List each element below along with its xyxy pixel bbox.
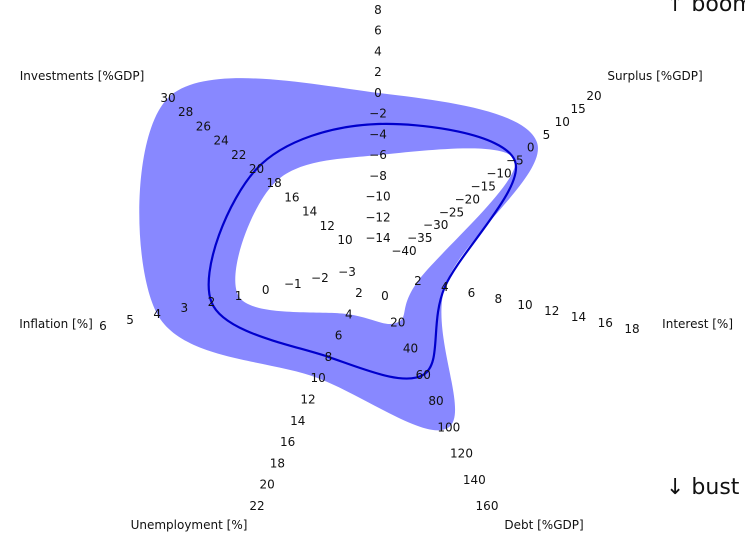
tick-label-inflation-1: −2 [311, 271, 329, 285]
axis-label-unemployment: Unemployment [%] [131, 518, 248, 532]
tick-label-top-6: −2 [369, 107, 387, 121]
tick-label-unemployment-6: 14 [290, 414, 305, 428]
tick-label-inflation-5: 2 [208, 295, 216, 309]
tick-label-top-5: −4 [369, 127, 387, 141]
axis-label-investments: Investments [%GDP] [20, 69, 145, 83]
tick-label-debt-4: 80 [428, 394, 443, 408]
tick-label-interest-1: 4 [441, 280, 449, 294]
tick-label-unemployment-1: 4 [345, 307, 353, 321]
tick-label-interest-5: 12 [544, 304, 559, 318]
tick-label-top-2: −10 [365, 190, 390, 204]
tick-label-top-3: −8 [369, 169, 387, 183]
tick-label-top-8: 2 [374, 65, 382, 79]
tick-label-top-11: 8 [374, 3, 382, 17]
axis-label-interest: Interest [%] [662, 317, 733, 331]
tick-label-investments-6: 22 [231, 148, 246, 162]
boom-annotation: ↑ boom [666, 0, 745, 17]
tick-label-debt-3: 60 [416, 368, 431, 382]
tick-label-inflation-6: 3 [180, 301, 188, 315]
tick-label-unemployment-9: 20 [260, 478, 275, 492]
tick-label-investments-10: 30 [160, 91, 175, 105]
tick-label-inflation-9: 6 [99, 319, 107, 333]
tick-label-unemployment-4: 10 [311, 371, 326, 385]
tick-label-top-1: −12 [365, 210, 390, 224]
tick-label-top-10: 6 [374, 24, 382, 38]
tick-label-surplus-10: 10 [555, 115, 570, 129]
tick-label-top-4: −6 [369, 148, 387, 162]
tick-label-top-9: 4 [374, 45, 382, 59]
tick-label-unemployment-10: 22 [249, 499, 264, 513]
tick-label-debt-2: 40 [403, 342, 418, 356]
tick-label-unemployment-3: 8 [325, 350, 333, 364]
tick-label-investments-5: 20 [249, 162, 264, 176]
tick-label-interest-0: 2 [414, 274, 422, 288]
axis-label-inflation: Inflation [%] [19, 317, 93, 331]
tick-label-inflation-4: 1 [235, 289, 243, 303]
tick-label-unemployment-2: 6 [335, 329, 343, 343]
tick-label-surplus-7: −5 [506, 154, 524, 168]
tick-label-debt-7: 140 [463, 473, 486, 487]
tick-label-interest-4: 10 [517, 298, 532, 312]
tick-label-investments-3: 16 [284, 190, 299, 204]
tick-label-interest-2: 6 [468, 286, 476, 300]
tick-label-inflation-2: −1 [284, 277, 302, 291]
tick-label-surplus-12: 20 [586, 89, 601, 103]
tick-label-investments-7: 24 [213, 134, 228, 148]
tick-label-interest-3: 8 [494, 292, 502, 306]
axis-label-surplus: Surplus [%GDP] [607, 69, 702, 83]
tick-label-inflation-3: 0 [262, 283, 270, 297]
tick-label-investments-4: 18 [267, 176, 282, 190]
tick-label-debt-8: 160 [476, 499, 499, 513]
axis-labels: Debt [%GDP] Interest [%] Surplus [%GDP] Inv… [19, 69, 733, 532]
trajectory-line [207, 122, 518, 380]
tick-label-top-0: −14 [365, 231, 390, 245]
tick-label-surplus-1: −35 [407, 231, 432, 245]
tick-label-unemployment-8: 18 [270, 456, 285, 470]
tick-label-surplus-11: 15 [571, 102, 586, 116]
tick-label-investments-1: 12 [320, 219, 335, 233]
tick-label-surplus-5: −15 [471, 179, 496, 193]
tick-label-debt-6: 120 [450, 447, 473, 461]
tick-label-debt-0: 0 [381, 289, 389, 303]
tick-label-unemployment-7: 16 [280, 435, 295, 449]
range-band [139, 78, 538, 431]
tick-label-interest-6: 14 [571, 310, 586, 324]
tick-label-surplus-8: 0 [527, 141, 535, 155]
tick-label-investments-8: 26 [196, 119, 211, 133]
tick-label-surplus-3: −25 [439, 205, 464, 219]
tick-label-surplus-6: −10 [486, 167, 511, 181]
tick-label-interest-7: 16 [598, 316, 613, 330]
tick-label-inflation-7: 4 [153, 307, 161, 321]
tick-label-investments-0: 10 [337, 233, 352, 247]
tick-label-debt-5: 100 [437, 420, 460, 434]
tick-label-inflation-8: 5 [126, 313, 134, 327]
tick-label-unemployment-5: 12 [300, 393, 315, 407]
tick-label-inflation-0: −3 [338, 265, 356, 279]
axis-label-debt: Debt [%GDP] [504, 518, 583, 532]
tick-label-interest-8: 18 [624, 322, 639, 336]
tick-label-investments-9: 28 [178, 105, 193, 119]
tick-label-surplus-2: −30 [423, 218, 448, 232]
tick-label-surplus-4: −20 [455, 192, 480, 206]
tick-label-top-7: 0 [374, 86, 382, 100]
tick-label-surplus-9: 5 [543, 128, 551, 142]
tick-label-unemployment-0: 2 [355, 286, 363, 300]
tick-label-debt-1: 20 [390, 315, 405, 329]
tick-label-investments-2: 14 [302, 205, 317, 219]
bust-annotation: ↓ bust [666, 475, 740, 500]
tick-label-surplus-0: −40 [391, 244, 416, 258]
